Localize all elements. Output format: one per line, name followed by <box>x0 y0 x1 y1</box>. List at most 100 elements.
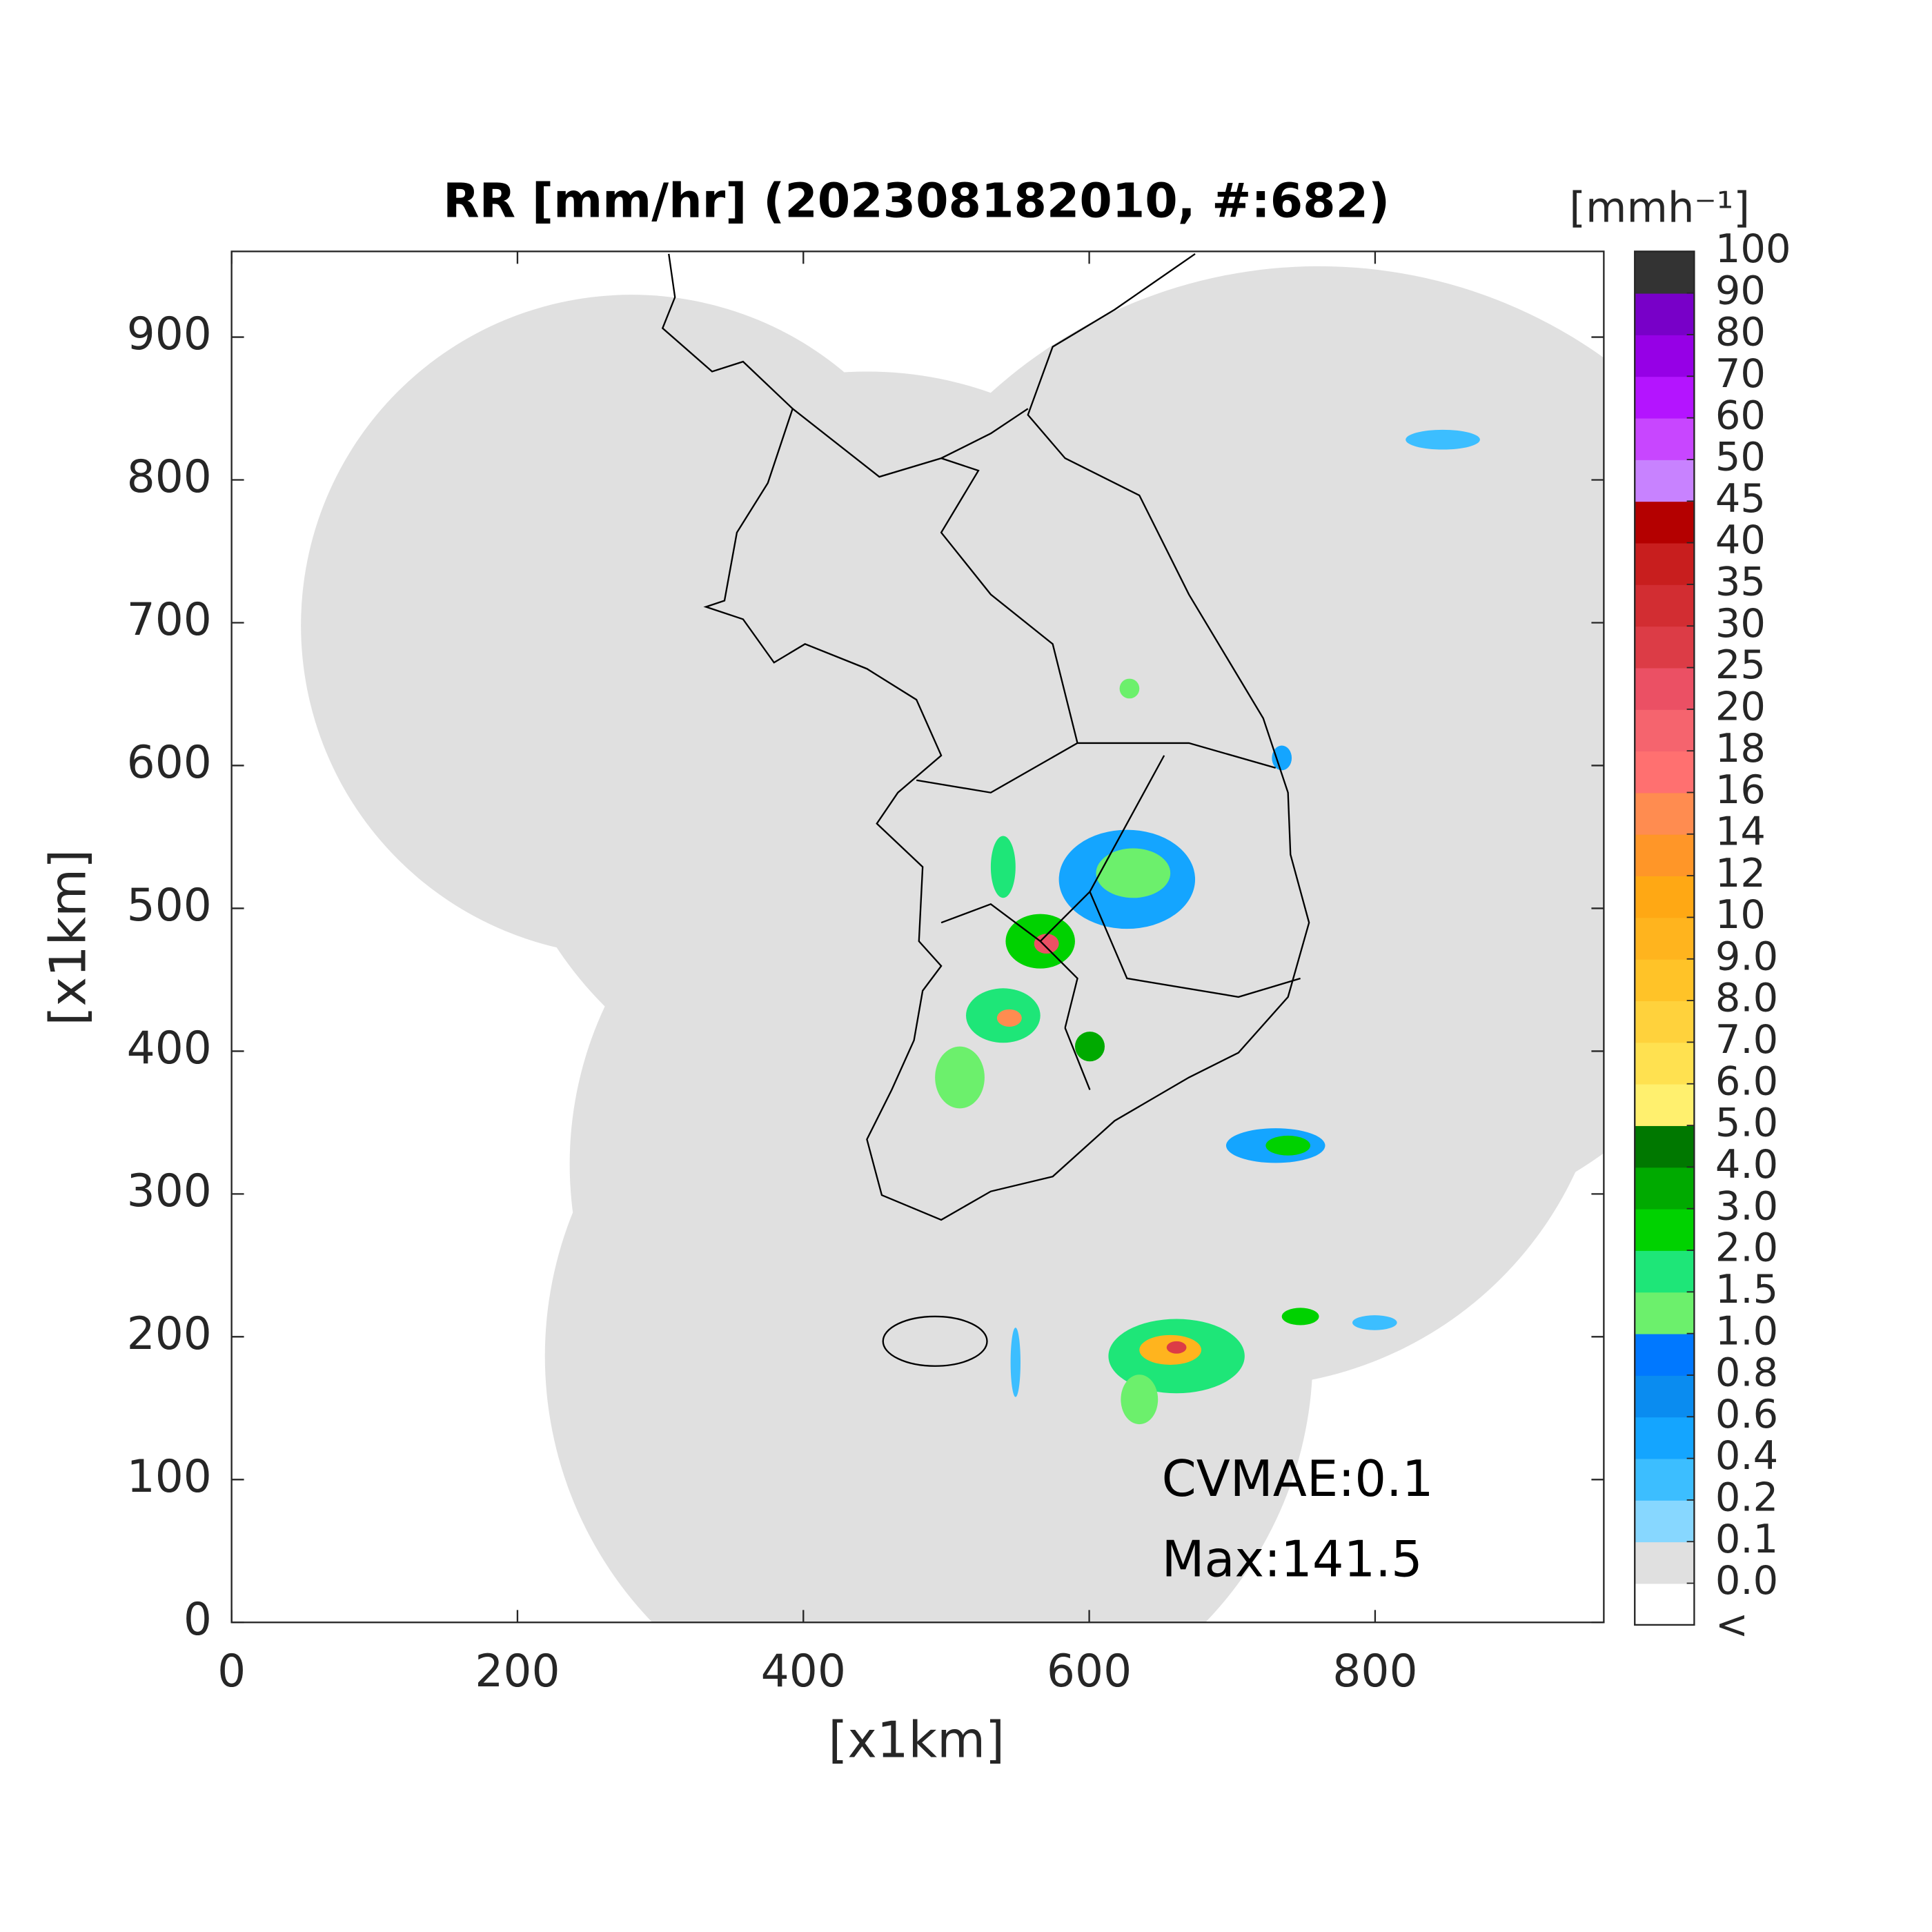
rain-cell <box>996 1009 1022 1027</box>
colorbar-bin <box>1635 1250 1695 1293</box>
colorbar-label: 18 <box>1715 725 1766 771</box>
colorbar-label: 50 <box>1715 434 1766 480</box>
colorbar-bin <box>1635 1541 1695 1584</box>
y-tick-label: 100 <box>127 1451 212 1503</box>
colorbar-bin <box>1635 792 1695 835</box>
colorbar-bin <box>1635 417 1695 460</box>
colorbar-bin <box>1635 1374 1695 1418</box>
y-tick-label: 800 <box>127 451 212 503</box>
colorbar-bin <box>1635 293 1695 335</box>
rain-cell <box>1406 429 1480 450</box>
colorbar-label: 2.0 <box>1715 1225 1778 1271</box>
rain-cell <box>1272 745 1292 771</box>
colorbar-bin <box>1635 958 1695 1001</box>
colorbar-bin <box>1635 1167 1695 1210</box>
colorbar-label: 60 <box>1715 392 1766 438</box>
rain-cell <box>935 1046 985 1109</box>
colorbar-bin <box>1635 709 1695 752</box>
colorbar-bin <box>1635 1208 1695 1251</box>
x-tick-label: 600 <box>1047 1646 1132 1697</box>
plot-frame <box>230 250 1605 1624</box>
colorbar-label: 6.0 <box>1715 1058 1778 1104</box>
colorbar-label: 25 <box>1715 642 1766 688</box>
y-tick-label: 300 <box>127 1165 212 1217</box>
colorbar-label: 3.0 <box>1715 1183 1778 1229</box>
colorbar-label: 90 <box>1715 267 1766 313</box>
colorbar-label: 5.0 <box>1715 1100 1778 1146</box>
colorbar-label: 7.0 <box>1715 1016 1778 1063</box>
y-tick-label: 0 <box>184 1594 212 1646</box>
colorbar-label: 30 <box>1715 600 1766 647</box>
rain-cell <box>1352 1315 1397 1330</box>
colorbar-label: 40 <box>1715 517 1766 563</box>
colorbar-label: 14 <box>1715 808 1766 854</box>
rain-cell <box>1034 934 1059 954</box>
colorbar-label: 4.0 <box>1715 1141 1778 1187</box>
colorbar-label: 0.4 <box>1715 1432 1778 1479</box>
x-tick-label: 400 <box>761 1646 846 1697</box>
rain-cell <box>1281 1308 1319 1325</box>
colorbar-label: 1.5 <box>1715 1266 1778 1312</box>
province-boundary <box>791 408 1301 1090</box>
colorbar-bin <box>1635 501 1695 544</box>
colorbar-bin <box>1635 876 1695 918</box>
colorbar-bin <box>1635 1417 1695 1459</box>
colorbar-label: 10 <box>1715 891 1766 938</box>
x-tick-label: 200 <box>475 1646 560 1697</box>
x-axis-label: [x1km] <box>828 1711 1005 1769</box>
y-tick-label: 200 <box>127 1308 212 1360</box>
annotation: Max:141.5 <box>1162 1530 1423 1588</box>
colorbar-bin <box>1635 1499 1695 1543</box>
rain-cell <box>1010 1328 1021 1397</box>
x-tick-label: 0 <box>217 1646 246 1697</box>
colorbar-label: 12 <box>1715 850 1766 896</box>
rain-cell <box>1096 848 1171 898</box>
colorbar-bin <box>1635 751 1695 793</box>
colorbar-bin <box>1635 584 1695 627</box>
colorbar-label: 45 <box>1715 475 1766 522</box>
rain-cell <box>1121 1374 1159 1425</box>
y-tick-label: 600 <box>127 737 212 789</box>
colorbar-label: 8.0 <box>1715 975 1778 1021</box>
colorbar-bin <box>1635 1000 1695 1043</box>
colorbar-label: 80 <box>1715 309 1766 355</box>
colorbar-label: 70 <box>1715 351 1766 397</box>
rain-cell <box>990 836 1016 898</box>
colorbar-bin <box>1635 334 1695 377</box>
coastline-path <box>661 253 1310 1221</box>
colorbar-bin <box>1635 1292 1695 1334</box>
colorbar-frame <box>1634 250 1695 1626</box>
y-tick-label: 700 <box>127 594 212 646</box>
colorbar-bin <box>1635 542 1695 585</box>
y-tick-label: 500 <box>127 880 212 931</box>
rain-cell <box>1265 1135 1310 1156</box>
colorbar-bin <box>1635 917 1695 960</box>
coastline <box>661 253 1310 1367</box>
colorbar-bin <box>1635 1458 1695 1501</box>
island-outline <box>882 1315 988 1367</box>
y-axis-label: [x1km] <box>39 849 97 1026</box>
rain-cell <box>1074 1032 1105 1062</box>
colorbar-label: 0.8 <box>1715 1350 1778 1396</box>
colorbar-bin <box>1635 1333 1695 1376</box>
y-tick-label: 400 <box>127 1023 212 1074</box>
colorbar-label: 16 <box>1715 767 1766 813</box>
colorbar-bin <box>1635 251 1695 294</box>
colorbar-bin <box>1635 376 1695 419</box>
colorbar-label: 0.2 <box>1715 1475 1778 1521</box>
radar-map <box>301 253 1604 1623</box>
colorbar-bin <box>1635 626 1695 669</box>
annotation: CVMAE:0.1 <box>1162 1450 1434 1508</box>
colorbar-title: [mmh⁻¹] <box>1569 184 1750 233</box>
colorbar-bin <box>1635 1083 1695 1126</box>
x-tick-label: 800 <box>1332 1646 1417 1697</box>
colorbar-label: 0.6 <box>1715 1391 1778 1437</box>
colorbar-below-label: < <box>1715 1601 1748 1648</box>
rain-cell <box>1166 1341 1187 1354</box>
colorbar-label: 100 <box>1715 226 1791 272</box>
colorbar-label: 9.0 <box>1715 933 1778 979</box>
colorbar-label: 0.1 <box>1715 1516 1778 1562</box>
colorbar-bin <box>1635 1583 1695 1626</box>
colorbar-label: 35 <box>1715 559 1766 605</box>
